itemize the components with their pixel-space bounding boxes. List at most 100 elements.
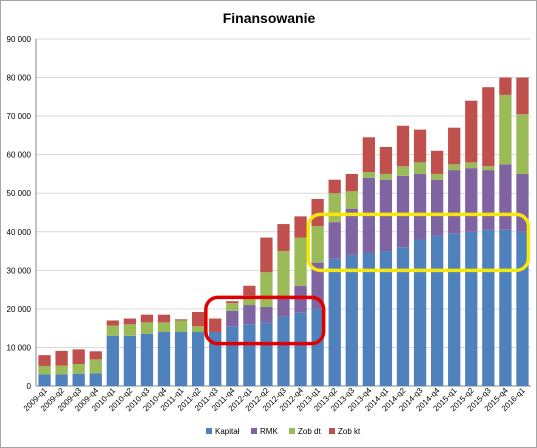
annotations [204,212,531,346]
bar-segment [226,301,239,304]
bar-segment [311,308,324,386]
bar-segment [396,247,410,386]
bar-segment [226,326,239,386]
bar-segment [106,325,119,336]
bar-segment [174,320,188,333]
bar-segment [209,318,222,333]
bar-segment [448,233,461,386]
bar-segment [277,297,290,317]
y-tick-label: 70 000 [7,112,32,121]
bar-segment [157,322,171,333]
bar-segment [413,129,427,163]
bar-segment [89,359,102,374]
highlight-box [306,212,531,273]
bar-segment [448,127,461,165]
bar-segment [192,326,205,333]
bar-segment [277,316,290,386]
bar-segment [362,172,375,178]
y-tick-label: 40 000 [7,228,32,237]
legend-label: RMK [260,427,278,436]
bar-segment [499,94,512,165]
bar-segment [106,335,119,386]
bar-segment [209,332,222,386]
bar-segment [55,374,68,386]
y-tick-label: 0 [27,382,32,391]
bar-segment [38,365,51,375]
legend-label: Zob kt [338,427,361,436]
bar-segment [465,162,478,169]
bar-segment [157,314,171,323]
bar-segment [123,318,137,325]
y-tick-label: 10 000 [7,343,32,352]
bar-segment [140,322,154,334]
bar-segment [192,311,205,327]
legend-swatch [329,428,335,434]
legend-swatch [251,428,257,434]
bar-segment [396,175,410,248]
legend-swatch [289,428,295,434]
bar-segment [260,272,273,307]
bar-segment [260,322,273,386]
bar-segment [345,173,358,192]
bar-segment [328,193,341,223]
bar-segment [294,216,307,238]
bar-segment [430,173,444,180]
y-tick-label: 30 000 [7,266,32,275]
highlight-box [204,295,326,346]
bar-segment [379,146,393,174]
legend: Kapitał RMK Zob dt Zob kt [206,427,361,436]
bar-segment [277,251,290,298]
y-tick-label: 80 000 [7,74,32,83]
bar-segment [482,166,495,171]
bar-segment [482,170,495,230]
bar-segment [38,355,51,366]
bar-segment [277,224,290,252]
bar-segment [226,310,239,327]
bar-segment [260,306,273,323]
bar-segment [72,364,85,374]
bar-segment [345,191,358,209]
bar-segment [345,254,358,386]
bar-segment [430,179,444,236]
bar-segment [413,173,427,240]
bar-segment [157,332,171,386]
bar-segment [311,225,324,263]
bar-segment [465,100,478,163]
legend-swatch [206,428,212,434]
bar-segment [294,285,307,313]
bar-segment [328,179,341,194]
y-tick-label: 60 000 [7,151,32,160]
bar-segment [294,237,307,286]
x-axis: 2009-q12009-q22009-q32009-q42010-q12010-… [22,386,527,414]
bar-segment [294,312,307,386]
bar-segment [89,373,102,386]
bar-segment [465,231,478,386]
bar-segment [243,295,256,306]
bar-segment [311,199,324,226]
bar-segment [55,365,68,375]
bar-segment [140,333,154,386]
y-tick-label: 90 000 [7,35,32,44]
y-tick-label: 50 000 [7,189,32,198]
legend-label: Kapitał [215,427,240,436]
bar-segment [174,319,188,321]
bar-segment [482,87,495,167]
legend-label: Zob dt [298,427,321,436]
bar-segment [243,324,256,386]
bar-segment [106,320,119,326]
bar-segment [72,349,85,365]
bar-segment [174,332,188,386]
bar-segment [396,125,410,167]
chart-title: Finansowanie [223,10,316,26]
bar-segment [123,324,137,336]
bar-segment [362,137,375,173]
bar-segment [38,374,51,386]
bar-segment [243,285,256,296]
bar-segment [362,252,375,386]
bar-segment [192,332,205,386]
bar-segment [226,303,239,311]
bar-segment [345,208,358,255]
bar-segment [448,170,461,234]
